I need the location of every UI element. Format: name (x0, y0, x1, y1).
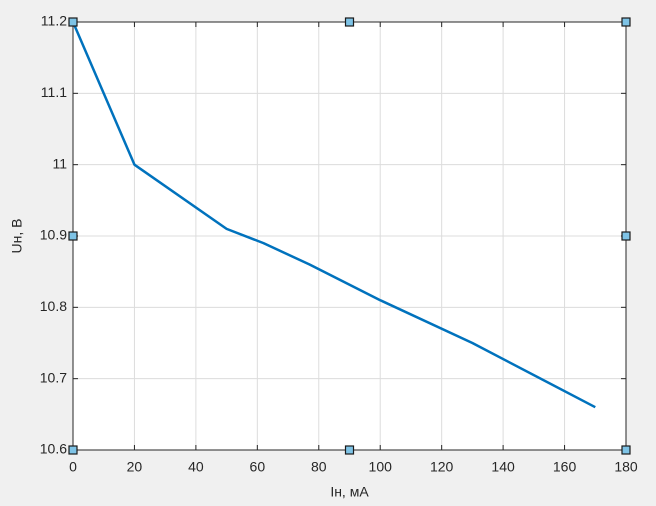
selection-handle (621, 17, 631, 27)
selection-handle (68, 231, 78, 241)
selection-handle (344, 17, 355, 27)
x-tick-label: 40 (188, 459, 204, 475)
selection-handle (621, 445, 631, 455)
data-line (71, 21, 596, 409)
x-tick-label: 120 (430, 459, 454, 475)
selection-handle (68, 445, 78, 455)
x-axis-label: Iн, мА (330, 484, 369, 500)
y-tick-label: 11.1 (41, 84, 67, 100)
selection-handle (344, 445, 355, 455)
x-tick-label: 60 (250, 459, 266, 475)
y-tick-label: 10.7 (40, 369, 67, 385)
x-tick-label: 180 (614, 459, 638, 475)
x-tick-label: 140 (491, 459, 515, 475)
y-tick-label: 10.6 (40, 441, 67, 457)
x-tick-label: 20 (127, 459, 143, 475)
x-tick-label: 80 (311, 459, 327, 475)
x-tick-label: 0 (69, 459, 77, 475)
y-axis-label: Uн, В (9, 219, 25, 254)
y-tick-label: 10.9 (40, 227, 67, 243)
x-tick-label: 160 (553, 459, 577, 475)
x-tick-label: 100 (369, 459, 393, 475)
y-tick-label: 10.8 (40, 298, 67, 314)
selection-handle (621, 231, 631, 241)
selection-handle (68, 17, 78, 27)
y-tick-label: 11 (52, 155, 67, 171)
y-tick-label: 11.2 (41, 13, 67, 29)
